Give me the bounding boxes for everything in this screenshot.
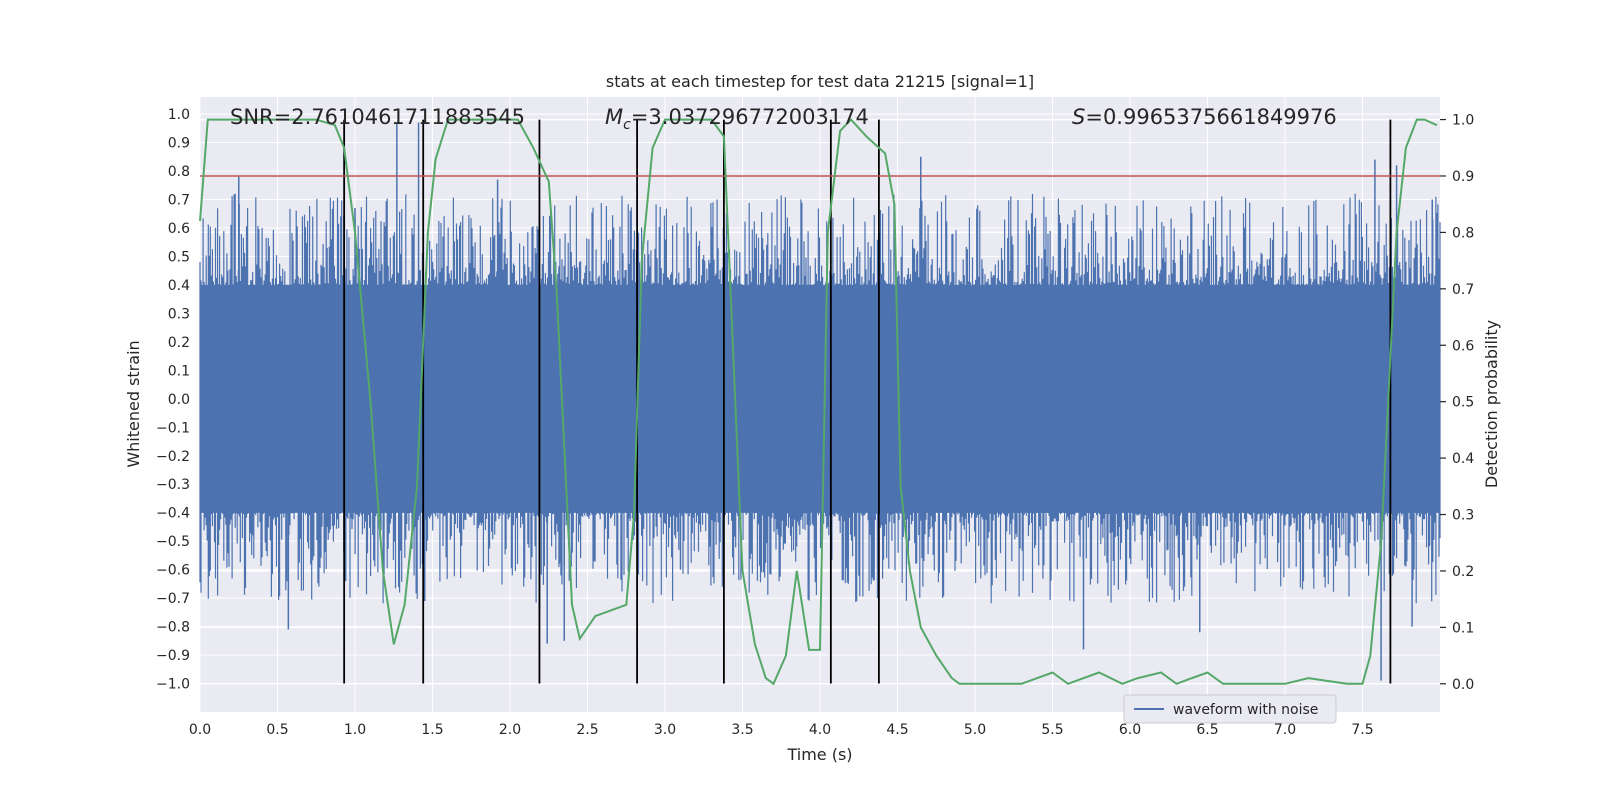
x-tick-label: 3.5 (731, 722, 753, 738)
x-tick-label: 4.0 (809, 722, 831, 738)
y-tick-label: −0.2 (156, 449, 190, 465)
y-tick-label: −0.9 (156, 648, 190, 664)
y-tick-label: 0.3 (168, 306, 190, 322)
y-tick-label: −0.1 (156, 420, 190, 436)
x-tick-label: 0.5 (266, 722, 288, 738)
x-tick-label: 1.5 (421, 722, 443, 738)
y2-axis-ticks: 1.0 0.9 0.8 0.7 0.6 0.5 0.4 0.3 0.2 0.1 0.0 (1440, 113, 1474, 693)
waveform-series (199, 122, 1441, 681)
y2-tick-label: 0.0 (1452, 677, 1474, 693)
x-tick-label: 5.0 (964, 722, 986, 738)
y-tick-label: −1.0 (156, 677, 190, 693)
x-tick-label: 6.5 (1196, 722, 1218, 738)
x-tick-label: 3.0 (654, 722, 676, 738)
s-value: =0.9965375661849976 (1085, 105, 1336, 129)
y-tick-label: 0.2 (168, 335, 190, 351)
y2-axis-label: Detection probability (1482, 320, 1501, 488)
s-symbol: S (1072, 105, 1085, 129)
x-axis-ticks: 0.0 0.5 1.0 1.5 2.0 2.5 3.0 3.5 4.0 4.5 5.0 5.5 6.0 6… (189, 722, 1374, 738)
detection-probability-line (199, 118, 1438, 686)
y-tick-label: 0.7 (168, 193, 190, 209)
y-tick-label: 1.0 (168, 107, 190, 123)
y-tick-label: −0.4 (156, 506, 190, 522)
legend-box (1123, 694, 1337, 724)
x-tick-label: 4.5 (886, 722, 908, 738)
y-tick-label: 0.1 (168, 363, 190, 379)
y-tick-label: −0.5 (156, 534, 190, 550)
snr-annotation: SNR=2.7610461711883545 (230, 105, 525, 129)
y-tick-label: −0.6 (156, 563, 190, 579)
y2-tick-label: 0.3 (1452, 508, 1474, 524)
legend: waveform with noise (1123, 694, 1337, 724)
y-tick-label: 0.4 (168, 278, 190, 294)
x-tick-label: 7.0 (1274, 722, 1296, 738)
y-tick-label: 0.0 (168, 392, 190, 408)
x-tick-label: 2.0 (499, 722, 521, 738)
x-tick-label: 5.5 (1041, 722, 1063, 738)
y-tick-label: −0.7 (156, 591, 190, 607)
y2-tick-label: 0.9 (1452, 169, 1474, 185)
waveform-core (200, 284, 1440, 513)
chart-title: stats at each timestep for test data 212… (606, 72, 1034, 91)
y2-tick-label: 0.6 (1452, 338, 1474, 354)
mc-annotation: Mc=3.037296772003174 (605, 105, 869, 133)
x-axis-label: Time (s) (786, 745, 852, 764)
y-tick-label: −0.8 (156, 620, 190, 636)
y-tick-label: −0.3 (156, 477, 190, 493)
y-axis-ticks: 1.0 0.9 0.8 0.7 0.6 0.5 0.4 0.3 0.2 0.1 0.0 −0.1 −0.… (156, 107, 190, 692)
y-axis-label: Whitened strain (124, 340, 143, 467)
mc-value: =3.037296772003174 (631, 105, 869, 129)
y2-tick-label: 0.1 (1452, 620, 1474, 636)
mc-subscript: c (623, 117, 631, 133)
x-tick-label: 1.0 (344, 722, 366, 738)
y-tick-label: 0.5 (168, 249, 190, 265)
mc-symbol: M (605, 105, 623, 129)
y2-tick-label: 0.5 (1452, 395, 1474, 411)
y-tick-label: 0.9 (168, 136, 190, 152)
y2-tick-label: 0.8 (1452, 225, 1474, 241)
legend-label: waveform with noise (1173, 702, 1318, 718)
y2-tick-label: 0.2 (1452, 564, 1474, 580)
x-tick-label: 7.5 (1351, 722, 1373, 738)
y2-tick-label: 1.0 (1452, 113, 1474, 129)
y-tick-label: 0.6 (168, 221, 190, 237)
y2-tick-label: 0.7 (1452, 282, 1474, 298)
y2-tick-label: 0.4 (1452, 451, 1474, 467)
x-tick-label: 0.0 (189, 722, 211, 738)
y-tick-label: 0.8 (168, 164, 190, 180)
vertical-lines (343, 119, 1392, 684)
x-tick-label: 2.5 (576, 722, 598, 738)
x-tick-label: 6.0 (1119, 722, 1141, 738)
s-annotation: S=0.9965375661849976 (1072, 105, 1337, 129)
